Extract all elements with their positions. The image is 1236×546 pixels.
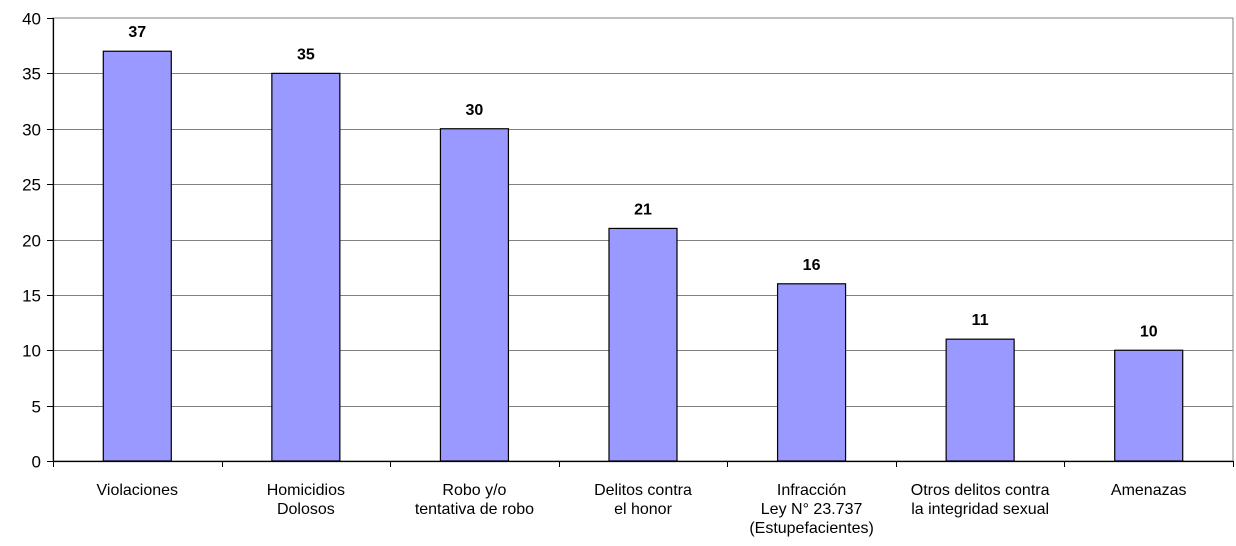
x-tick-label-line: Violaciones bbox=[97, 482, 179, 499]
y-tick-label: 5 bbox=[32, 398, 41, 417]
x-tick-label-line: la integridad sexual bbox=[911, 501, 1049, 518]
x-tick-label: Homicidios Dolosos bbox=[267, 482, 345, 518]
x-tick-label-line: Delitos contra bbox=[594, 482, 692, 499]
data-label: 16 bbox=[803, 257, 821, 274]
y-tick-label: 30 bbox=[22, 121, 41, 140]
y-tick-label: 15 bbox=[22, 287, 41, 306]
data-label: 10 bbox=[1140, 323, 1158, 340]
data-label: 11 bbox=[972, 312, 989, 329]
x-tick-label: Delitos contra el honor bbox=[594, 482, 692, 518]
x-tick-label-line: tentativa de robo bbox=[415, 501, 534, 518]
x-tick-label-line: (Estupefacientes) bbox=[749, 520, 874, 537]
axes bbox=[47, 18, 1234, 467]
bar bbox=[102, 50, 172, 462]
data-label: 30 bbox=[466, 102, 484, 119]
x-tick-label-line: Otros delitos contra bbox=[911, 482, 1050, 499]
data-label: 21 bbox=[634, 201, 652, 218]
y-tick-label: 20 bbox=[22, 232, 41, 251]
x-tick-label: Robo y/o tentativa de robo bbox=[415, 482, 534, 518]
x-tick-label-line: Dolosos bbox=[277, 501, 335, 518]
data-label: 37 bbox=[128, 24, 146, 41]
bar bbox=[608, 227, 678, 462]
bar bbox=[271, 72, 341, 462]
x-tick-label-line: Robo y/o bbox=[442, 482, 506, 499]
bar bbox=[945, 338, 1015, 462]
x-tick-label: Otros delitos contra la integridad sexual bbox=[911, 482, 1050, 518]
x-tick-label-line: Infracción bbox=[777, 482, 846, 499]
y-tick-label: 25 bbox=[22, 176, 41, 195]
y-tick-label: 0 bbox=[32, 453, 41, 472]
data-label: 35 bbox=[297, 46, 315, 63]
x-tick-label-line: Homicidios bbox=[267, 482, 345, 499]
y-tick-label: 40 bbox=[22, 10, 41, 29]
bar bbox=[439, 128, 510, 462]
x-tick-label-line: Amenazas bbox=[1111, 482, 1187, 499]
bar bbox=[1114, 349, 1184, 462]
x-tick-label: Amenazas bbox=[1111, 482, 1187, 499]
labels: 0 5 10 15 20 25 30 35 40 37 Violaciones 35 Homicidio… bbox=[22, 10, 1186, 538]
x-tick-label-line: Ley N° 23.737 bbox=[761, 501, 863, 518]
x-tick-label-line: el honor bbox=[614, 501, 672, 518]
bar bbox=[776, 283, 847, 462]
x-tick-label: Violaciones bbox=[97, 482, 179, 499]
bars bbox=[102, 50, 1184, 462]
y-tick-label: 35 bbox=[22, 65, 41, 84]
x-tick-label: Infracción Ley N° 23.737 (Estupefacientes) bbox=[749, 482, 874, 537]
y-tick-label: 10 bbox=[22, 342, 41, 361]
